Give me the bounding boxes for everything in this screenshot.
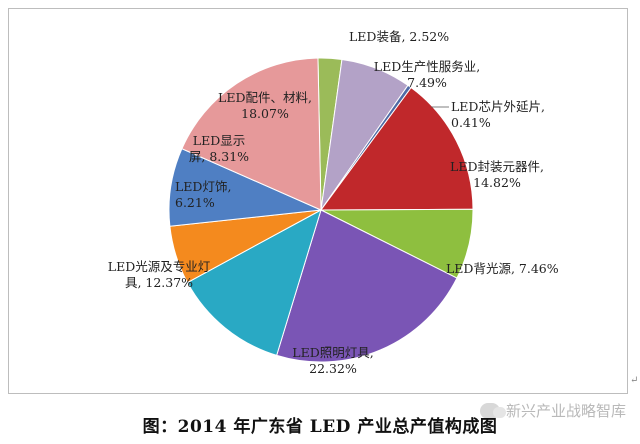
slice-label: LED装备, 2.52% xyxy=(349,29,449,44)
slice-label: LED配件、材料, 18.07% xyxy=(218,90,312,121)
watermark: 新兴产业战略智库 xyxy=(479,400,626,421)
pie-slice xyxy=(181,57,322,211)
slice-label: LED背光源, 7.46% xyxy=(446,261,559,276)
pie-chart: LED装备, 2.52% LED生产性服务业, 7.49% LED芯片外延片, 0.41… xyxy=(108,29,559,376)
wechat-icon xyxy=(479,402,506,419)
slice-label: LED照明灯具, 22.32% xyxy=(292,345,373,376)
watermark-text: 新兴产业战略智库 xyxy=(505,402,626,420)
pie-slice xyxy=(276,209,458,363)
slice-label: LED芯片外延片, 0.41% xyxy=(451,99,545,130)
slice-label: LED灯饰, 6.21% xyxy=(175,179,231,210)
figure-caption: 图：2014 年广东省 LED 产业总产值构成图 xyxy=(142,417,498,437)
paragraph-mark: ↵ xyxy=(630,375,639,386)
slice-label: LED显示屏, 8.31% xyxy=(189,133,249,164)
slice-label: LED封装元器件, 14.82% xyxy=(450,159,544,190)
slice-label: LED光源及专业灯具, 12.37% xyxy=(108,259,210,290)
pie-slice xyxy=(186,208,322,357)
pie-slice xyxy=(320,86,474,211)
chart-frame: LED装备, 2.52% LED生产性服务业, 7.49% LED芯片外延片, 0.41… xyxy=(8,8,628,394)
slice-label: LED生产性服务业, 7.49% xyxy=(374,59,480,90)
